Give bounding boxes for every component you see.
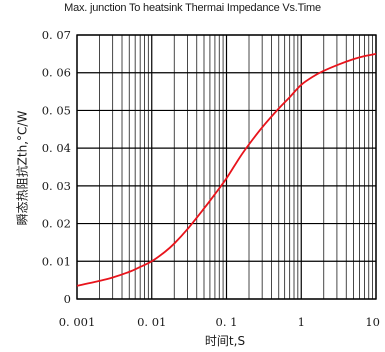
x-tick-label: 0. 001	[59, 315, 96, 329]
y-tick-label: 0. 03	[42, 179, 71, 193]
x-tick-label: 1	[298, 315, 305, 329]
y-tick-label: 0. 07	[42, 28, 71, 42]
y-tick-labels: 0 0. 01 0. 02 0. 03 0. 04 0. 05 0. 06 0. 07	[42, 28, 71, 306]
plot-frame	[76, 34, 377, 300]
y-axis-label: 瞬态热阻抗Zth,°C/W	[15, 110, 30, 226]
x-tick-label: 10	[365, 315, 380, 329]
minor-gridlines	[99, 35, 373, 299]
x-tick-label: 0. 01	[137, 315, 166, 329]
chart-title: Max. junction To heatsink Thermai Impeda…	[64, 2, 321, 14]
y-tick-label: 0. 02	[42, 217, 71, 231]
y-tick-label: 0. 01	[42, 254, 71, 268]
y-tick-label: 0	[64, 292, 71, 306]
x-tick-label: 0. 1	[216, 315, 238, 329]
impedance-curve	[76, 52, 377, 287]
x-axis-label: 时间t,S	[204, 334, 246, 348]
y-tick-label: 0. 05	[42, 103, 71, 117]
y-tick-label: 0. 06	[42, 66, 71, 80]
y-tick-label: 0. 04	[42, 141, 71, 155]
x-tick-labels: 0. 001 0. 01 0. 1 1 10	[59, 315, 380, 329]
